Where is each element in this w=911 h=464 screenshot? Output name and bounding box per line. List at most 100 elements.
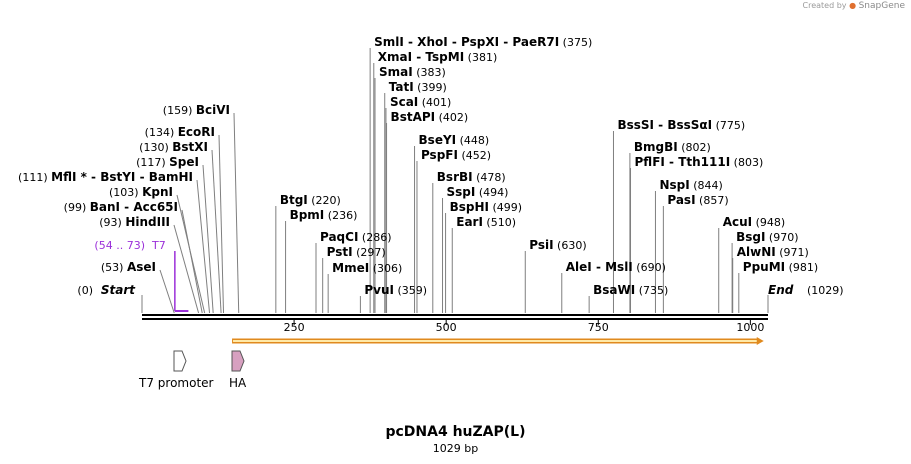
site-375-pos: (375) [559, 36, 592, 49]
site-381-pos: (381) [464, 51, 497, 64]
credit-prefix: Created by [802, 1, 847, 10]
site-labels: (0) Start End (1029)(53) AseI(93) HindIII(9… [18, 35, 844, 297]
site-402-pos: (402) [435, 111, 468, 124]
site-970-names: BsgI [736, 230, 765, 244]
site-857-label: PasI (857) [667, 193, 728, 207]
site-803-names: PflFI - Tth111I [635, 155, 731, 169]
site-803-label: PflFI - Tth111I (803) [635, 155, 764, 169]
start-label: Start [101, 283, 136, 297]
site-844-names: NspI [659, 178, 689, 192]
site-510-pos: (510) [483, 216, 516, 229]
site-630-names: PsiI [529, 238, 553, 252]
site-93-label: (93) HindIII [99, 215, 170, 229]
feature-ha-label: HA [229, 376, 247, 390]
leader-lines [141, 48, 769, 314]
site-735-names: BsaWI [593, 283, 635, 297]
site-478-names: BsrBI [437, 170, 473, 184]
map-title: pcDNA4 huZAP(L) [385, 424, 526, 440]
site-857-names: PasI [667, 193, 695, 207]
site-452-names: PspFI [421, 148, 458, 162]
start-pos: (0) [77, 284, 93, 297]
site-359-names: PvuI [364, 283, 394, 297]
site-111-pos: (111) [18, 171, 51, 184]
site-401-names: ScaI [390, 95, 418, 109]
site-117-leader [202, 164, 214, 314]
site-130-pos: (130) [139, 141, 172, 154]
site-803-pos: (803) [730, 156, 763, 169]
site-159-leader [233, 112, 240, 314]
site-286-names: PaqCI [320, 230, 358, 244]
site-159-label: (159) BciVI [163, 103, 230, 117]
map-length: 1029 bp [432, 442, 479, 455]
site-93-names: HindIII [125, 215, 170, 229]
credit-brand: SnapGene [858, 1, 905, 11]
site-499-names: BspHI [450, 200, 489, 214]
feature-t7-promoter-label: T7 promoter [138, 376, 214, 390]
site-802-names: BmgBI [634, 140, 678, 154]
site-375-names: SmlI - XhoI - PspXI - PaeR7I [374, 35, 559, 49]
site-981-label: PpuMI (981) [743, 260, 818, 274]
site-448-label: BseYI (448) [419, 133, 490, 147]
site-236-pos: (236) [324, 209, 357, 222]
site-690-pos: (690) [633, 261, 666, 274]
site-103-pos: (103) [109, 186, 142, 199]
site-452-pos: (452) [458, 149, 491, 162]
site-383-names: SmaI [379, 65, 413, 79]
axis-tick-label: 250 [284, 321, 305, 334]
site-117-pos: (117) [136, 156, 169, 169]
site-306-names: MmeI [332, 261, 369, 275]
site-130-names: BstXI [172, 140, 208, 154]
site-971-pos: (971) [776, 246, 809, 259]
site-448-names: BseYI [419, 133, 457, 147]
site-111-leader [196, 179, 211, 314]
site-510-names: EarI [456, 215, 483, 229]
site-499-pos: (499) [489, 201, 522, 214]
feature-ha-arrow [231, 350, 245, 372]
site-159-names: BciVI [196, 103, 230, 117]
site-630-label: PsiI (630) [529, 238, 586, 252]
site-735-pos: (735) [635, 284, 668, 297]
site-478-pos: (478) [473, 171, 506, 184]
site-399-pos: (399) [414, 81, 447, 94]
site-802-label: BmgBI (802) [634, 140, 711, 154]
site-381-names: XmaI - TspMI [378, 50, 464, 64]
site-117-label: (117) SpeI [136, 155, 199, 169]
site-478-label: BsrBI (478) [437, 170, 506, 184]
site-93-leader [173, 224, 200, 314]
site-690-names: AleI - MslI [566, 260, 633, 274]
site-130-leader [211, 149, 222, 314]
sequence-axis: 250 500 750 1000 [142, 314, 768, 334]
site-948-names: AcuI [723, 215, 752, 229]
site-981-names: PpuMI [743, 260, 785, 274]
site-971-names: AlwNI [737, 245, 776, 259]
site-970-label: BsgI (970) [736, 230, 798, 244]
site-286-label: PaqCI (286) [320, 230, 392, 244]
site-53-label: (53) AseI [101, 260, 156, 274]
site-236-names: BpmI [290, 208, 325, 222]
site-134-names: EcoRI [178, 125, 215, 139]
primer-range: (54 .. 73) [94, 239, 145, 252]
site-111-names: MflI * - BstYI - BamHI [51, 170, 193, 184]
site-159-pos: (159) [163, 104, 196, 117]
site-297-pos: (297) [353, 246, 386, 259]
site-359-pos: (359) [394, 284, 427, 297]
site-99-names: BanI - Acc65I [90, 200, 178, 214]
site-297-label: PstI (297) [327, 245, 386, 259]
feature-t7-promoter-arrow [173, 350, 187, 372]
end-pos: (1029) [807, 284, 844, 297]
snapgene-credit: Created by ● SnapGene [803, 1, 906, 11]
site-381-label: XmaI - TspMI (381) [378, 50, 497, 64]
site-53-pos: (53) [101, 261, 127, 274]
site-948-pos: (948) [752, 216, 785, 229]
site-630-pos: (630) [554, 239, 587, 252]
site-103-label: (103) KpnI [109, 185, 173, 199]
site-948-label: AcuI (948) [723, 215, 786, 229]
site-103-names: KpnI [142, 185, 173, 199]
site-494-names: SspI [447, 185, 476, 199]
site-236-label: BpmI (236) [290, 208, 358, 222]
axis-tick-label: 500 [436, 321, 457, 334]
axis-tick-label: 750 [588, 321, 609, 334]
site-220-label: BtgI (220) [280, 193, 341, 207]
site-297-names: PstI [327, 245, 353, 259]
